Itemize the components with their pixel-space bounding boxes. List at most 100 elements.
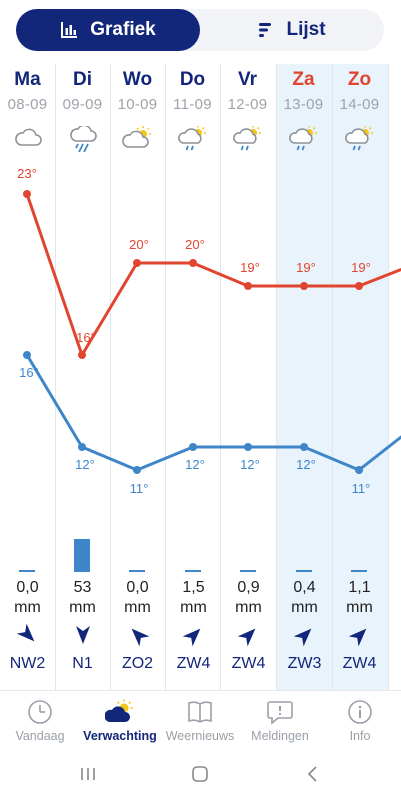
book-icon <box>188 701 212 723</box>
sun-cloud-rain-icon <box>232 126 261 151</box>
column-divider <box>110 64 111 690</box>
point-min <box>189 443 197 451</box>
info-icon <box>348 700 372 724</box>
nav-label: Meldingen <box>251 729 309 743</box>
day-column-do[interactable]: Do 11-09 <box>165 64 220 152</box>
sun-cloud-rain-icon <box>288 126 317 151</box>
recent-apps-icon[interactable] <box>78 764 98 784</box>
nav-label: Vandaag <box>15 729 65 743</box>
precip-bar <box>240 570 256 572</box>
nav-forecast[interactable]: Verwachting <box>80 699 160 743</box>
point-max <box>78 351 86 359</box>
precip-bar <box>351 570 367 572</box>
day-column-di[interactable]: Di 09-09 <box>55 64 110 152</box>
day-name: Zo <box>347 69 372 90</box>
nav-today[interactable]: Vandaag <box>0 699 80 743</box>
nav-info[interactable]: Info <box>320 699 400 743</box>
precip-bar <box>296 570 312 572</box>
day-column-vr[interactable]: Vr 12-09 <box>220 64 275 152</box>
point-max <box>355 282 363 290</box>
bar-chart-icon <box>61 22 78 38</box>
temp-label-max: 19° <box>240 260 260 275</box>
point-max <box>133 259 141 267</box>
wind-label: ZO2 <box>121 655 154 672</box>
column-divider <box>276 64 277 690</box>
list-icon <box>259 23 272 37</box>
temp-label-min: 16° <box>19 365 39 380</box>
nav-weather-news[interactable]: Weernieuws <box>160 699 240 743</box>
temp-label-min: 12° <box>185 457 205 472</box>
back-icon[interactable] <box>303 764 323 784</box>
precip-bar <box>19 570 35 572</box>
temp-label-max: 19° <box>296 260 316 275</box>
temp-label-max: 16° <box>76 330 96 345</box>
wind-label: ZW4 <box>231 655 266 672</box>
day-date: 14-09 <box>339 96 380 113</box>
temp-label-max: 20° <box>129 237 149 252</box>
point-min <box>23 351 31 359</box>
day-date: 09-09 <box>62 96 103 113</box>
temp-label-max: 23° <box>17 166 37 181</box>
column-divider <box>55 64 56 690</box>
wind-label: ZW4 <box>176 655 211 672</box>
precip-unit: mm <box>69 599 96 616</box>
wind-arrow-icon <box>0 623 55 651</box>
sun-cloud-rain-icon <box>344 126 373 151</box>
day-date: 13-09 <box>283 96 324 113</box>
tab-chart[interactable]: Grafiek <box>16 9 200 51</box>
cloud-rain-icon <box>69 126 97 152</box>
temp-label-min: 12° <box>75 457 95 472</box>
system-nav-bar <box>0 752 401 800</box>
temp-label-min: 12° <box>296 457 316 472</box>
precip-value: 1,5 <box>182 579 205 596</box>
wind-arrow-icon <box>110 624 165 651</box>
column-divider <box>332 64 333 690</box>
temp-label-min: 12° <box>240 457 260 472</box>
point-max <box>189 259 197 267</box>
wind-arrow-icon <box>166 624 221 651</box>
tab-list-label: Lijst <box>286 19 326 40</box>
precip-bar <box>185 570 201 572</box>
day-name: Za <box>292 69 315 90</box>
cloud-icon <box>14 128 42 146</box>
nav-notifications[interactable]: Meldingen <box>240 699 320 743</box>
precip-unit: mm <box>346 599 373 616</box>
column-divider <box>165 64 166 690</box>
bottom-nav: Vandaag Verwachting Weernieuws <box>0 690 401 752</box>
day-date: 12-09 <box>227 96 268 113</box>
precip-unit: mm <box>124 599 151 616</box>
precip-value: 1,1 <box>348 579 371 596</box>
view-toggle: Grafiek Lijst <box>16 9 384 51</box>
column-divider <box>220 64 221 690</box>
point-min <box>78 443 86 451</box>
day-column-zo[interactable]: Zo 14-09 <box>332 64 387 152</box>
home-icon[interactable] <box>190 764 210 784</box>
temp-label-max: 20° <box>185 237 205 252</box>
day-column-wo[interactable]: Wo 10-09 <box>110 64 165 150</box>
nav-label: Info <box>349 729 371 743</box>
series-line-min <box>25 354 401 472</box>
wind-arrow-icon <box>221 624 276 651</box>
day-name: Wo <box>122 69 153 90</box>
precip-value: 0,4 <box>293 579 316 596</box>
point-min <box>355 466 363 474</box>
day-column-ma[interactable]: Ma 08-09 <box>0 64 55 148</box>
tab-list[interactable]: Lijst <box>200 9 384 51</box>
precip-bar <box>74 539 90 572</box>
point-max <box>23 190 31 198</box>
wind-arrow-icon <box>332 624 387 651</box>
day-name: Ma <box>14 69 41 90</box>
point-min <box>133 466 141 474</box>
day-column-za[interactable]: Za 13-09 <box>276 64 331 152</box>
wind-arrow-icon <box>55 624 110 651</box>
tab-chart-label: Grafiek <box>90 19 156 40</box>
series-line-max <box>25 193 401 357</box>
precip-unit: mm <box>235 599 262 616</box>
temp-label-min: 11° <box>352 481 371 496</box>
wind-label: N1 <box>72 655 93 672</box>
wind-arrow-icon <box>277 624 332 651</box>
point-min <box>300 443 308 451</box>
precip-bar <box>129 570 145 572</box>
day-name: Di <box>73 69 92 90</box>
